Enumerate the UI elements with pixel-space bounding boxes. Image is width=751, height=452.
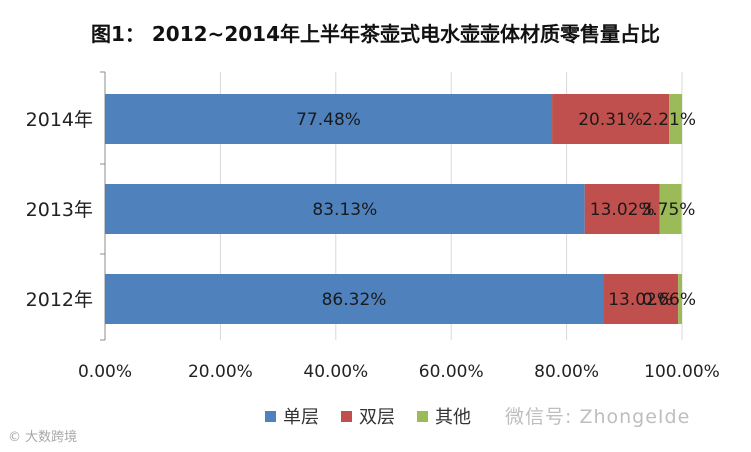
watermark-wechat: 微信号: ZhongeIde [505,406,691,428]
legend-label-single-layer: 单层 [283,407,319,428]
chart-title: 图1： 2012~2014年上半年茶壶式电水壶壶体材质零售量占比 [91,22,660,46]
bar-segment [105,94,553,144]
bar-segment [659,184,682,234]
x-tick-label: 20.00% [188,362,253,382]
data-label: 13.02% [590,200,655,220]
bar-segment [105,184,585,234]
bar-segment [669,94,682,144]
data-label: 20.31% [578,110,643,130]
legend-item-other: 其他 [417,403,471,429]
x-tick-label: 60.00% [419,362,484,382]
bar-segment [105,274,604,324]
x-tick-label: 80.00% [534,362,599,382]
bar-segment [584,184,660,234]
data-label: 0.66% [642,290,696,310]
bar-segment [678,274,682,324]
bar-segment [603,274,679,324]
bar-segment [552,94,670,144]
data-label: 86.32% [322,290,387,310]
y-tick-label: 2012年 [26,289,93,311]
data-label: 13.02% [608,290,673,310]
data-label: 3.75% [641,200,695,220]
legend: 单层 双层 其他 [265,403,471,429]
legend-item-single-layer: 单层 [265,403,319,429]
legend-label-other: 其他 [435,407,471,428]
x-tick-label: 40.00% [303,362,368,382]
data-label: 77.48% [296,110,361,130]
legend-swatch-single-layer [265,410,276,422]
data-label: 83.13% [312,200,377,220]
y-tick-label: 2014年 [26,109,93,131]
y-tick-label: 2013年 [26,199,93,221]
data-label: 2.21% [642,110,696,130]
legend-swatch-other [417,410,428,422]
legend-item-double-layer: 双层 [341,403,395,429]
legend-swatch-double-layer [341,410,352,422]
x-tick-label: 0.00% [78,362,132,382]
legend-label-double-layer: 双层 [359,407,395,428]
x-tick-label: 100.00% [644,362,720,382]
watermark-source: © 大数跨境 [8,430,78,445]
